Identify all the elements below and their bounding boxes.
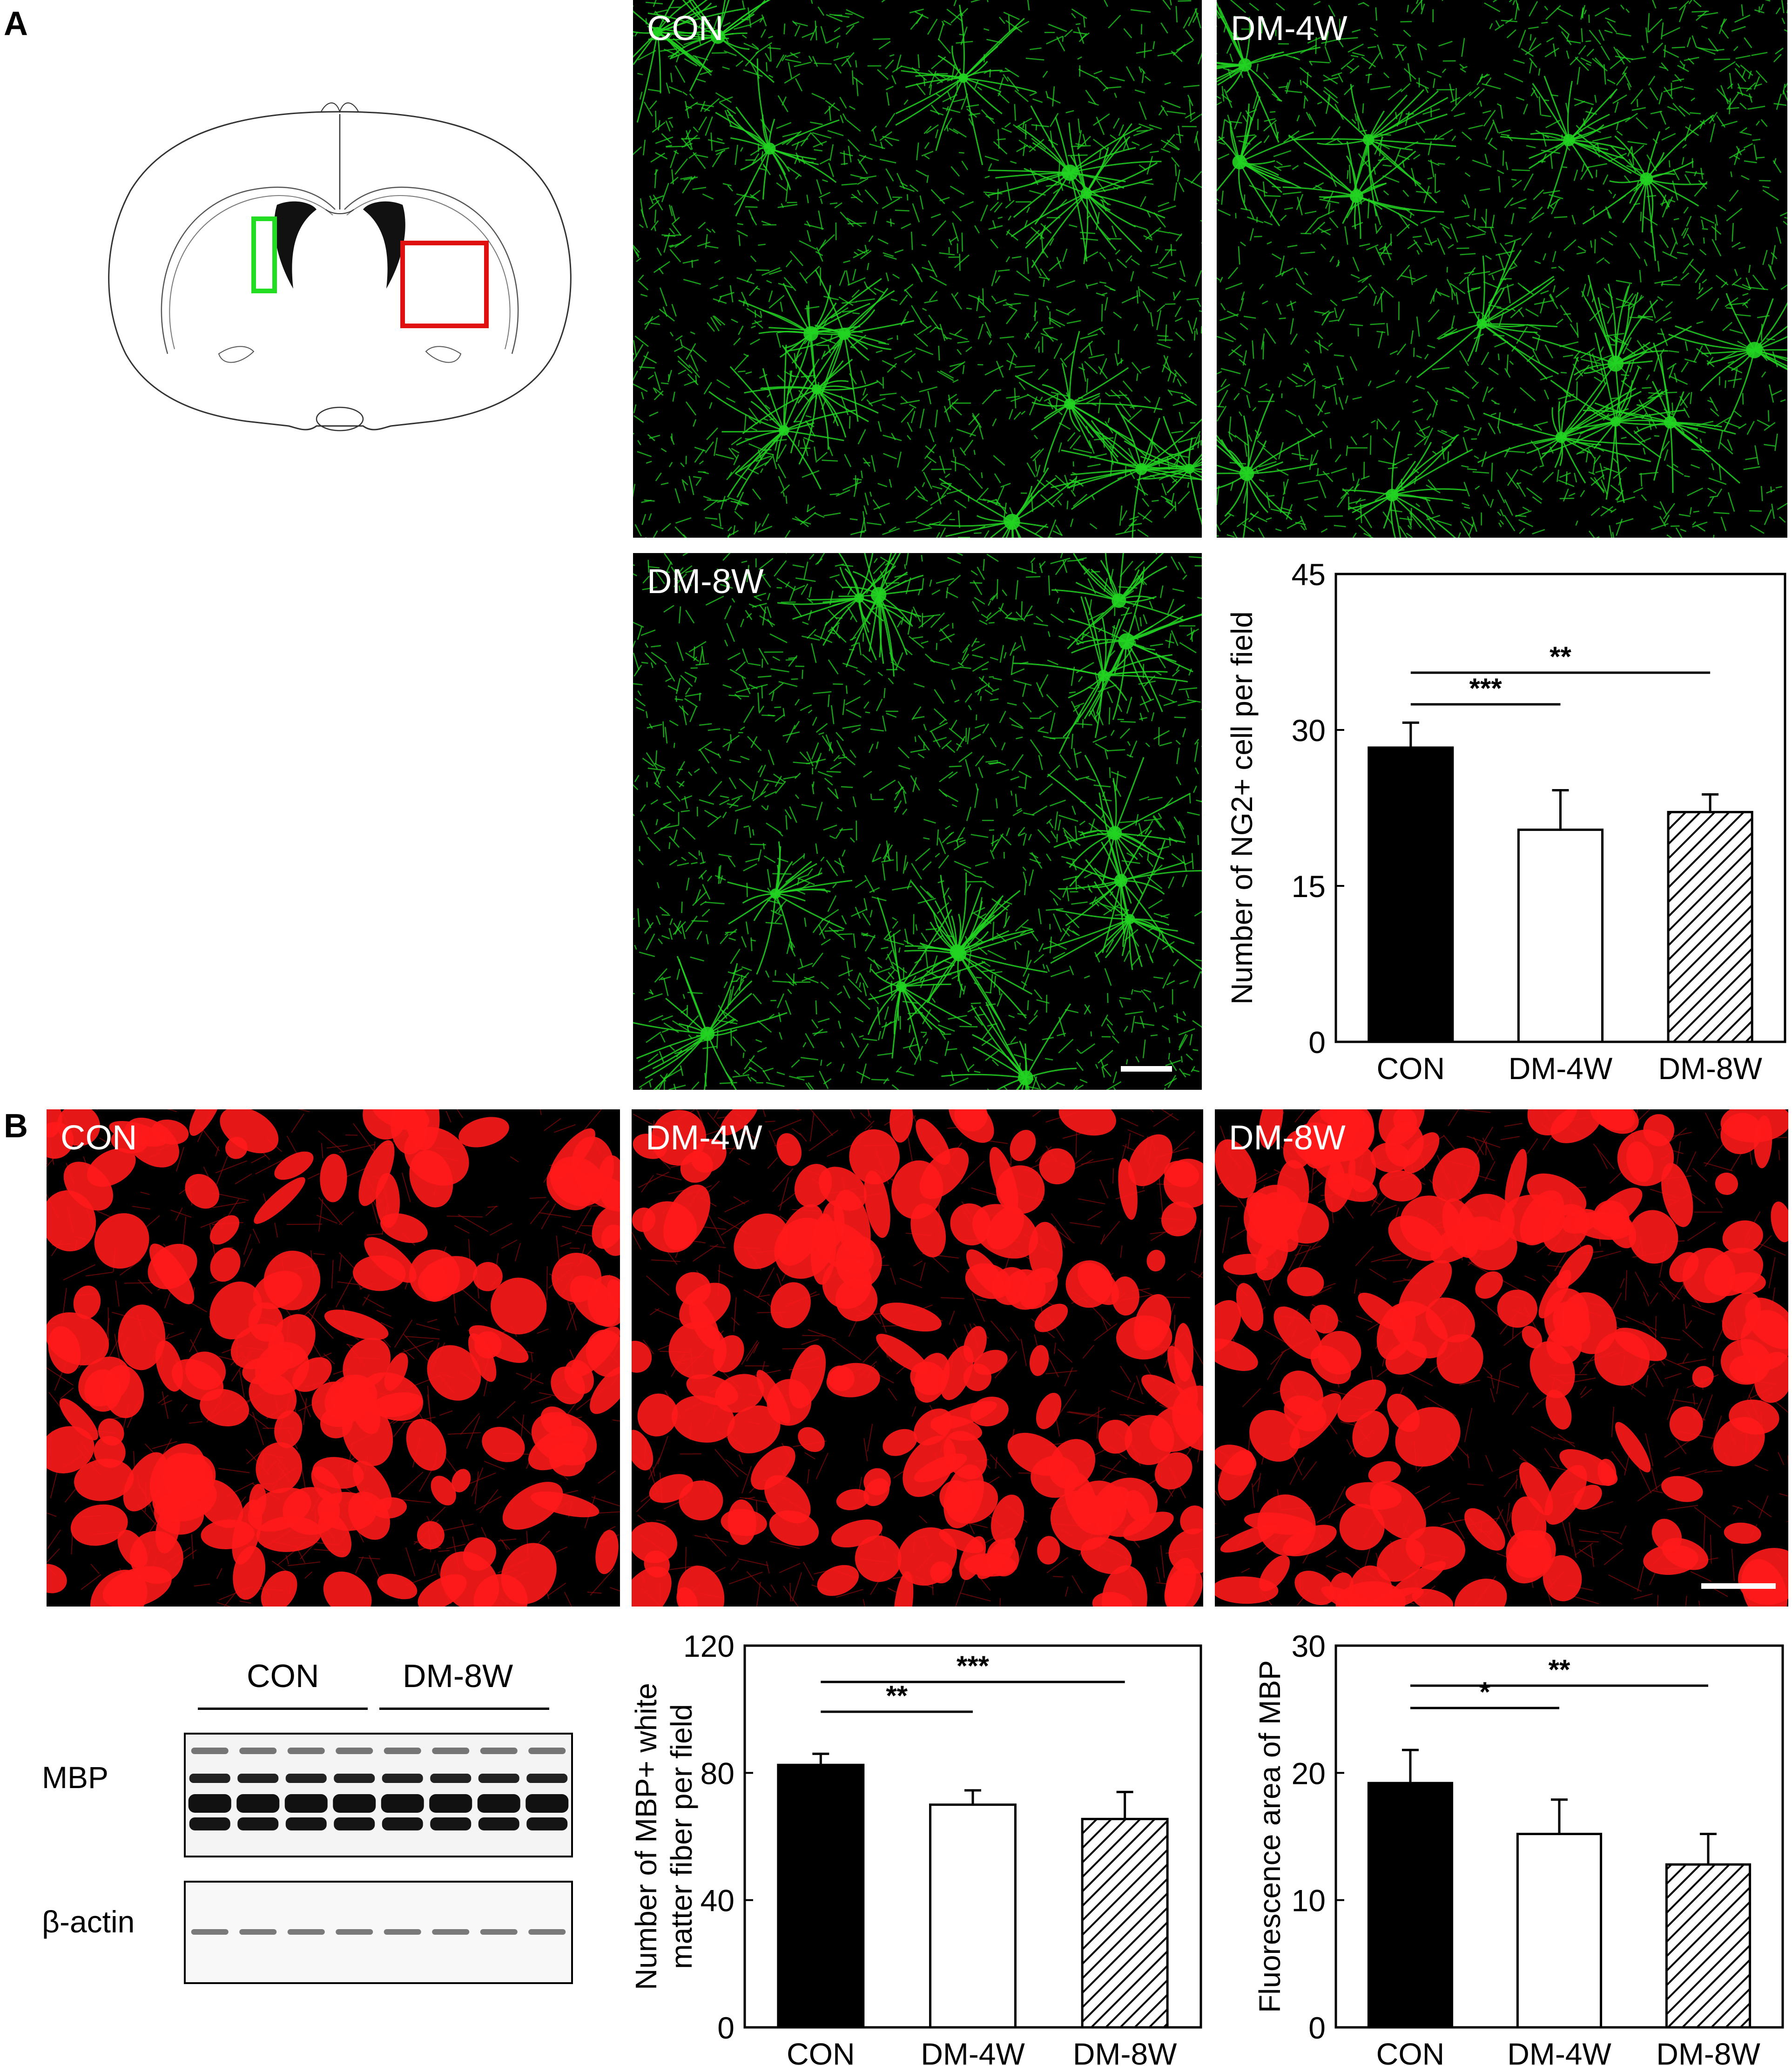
mbp-fiber-bar-chart: 0 40 80 120 CON DM-4W DM-8W ** *** Number of MBP+… (628, 1620, 1210, 2066)
x-tick-label: CON (787, 2037, 855, 2066)
y-tick-label: 10 (1292, 1884, 1326, 1918)
y-tick-label: 0 (1308, 1025, 1326, 1060)
western-blot: CON DM-8W MBP β-actin (28, 1648, 586, 1992)
ng2-bar-chart: 0 15 30 45 CON DM-4W DM-8W *** ** Number of NG2+ … (1219, 553, 1792, 1102)
x-tick-label: DM-8W (1073, 2037, 1177, 2066)
group-line-con (198, 1708, 368, 1710)
mbp-area-bar-chart: 0 10 20 30 CON DM-4W DM-8W * ** Fluorescence area… (1219, 1620, 1792, 2066)
y-tick-label: 30 (1292, 1629, 1326, 1663)
image-label: DM-8W (647, 562, 764, 601)
bar-dm-4w (1516, 1833, 1603, 2029)
image-label: DM-8W (1229, 1118, 1346, 1157)
mbp-blot (184, 1733, 573, 1857)
significance-stars: *** (957, 1650, 990, 1681)
y-tick-label: 0 (717, 2011, 734, 2045)
y-tick-label: 80 (701, 1756, 734, 1790)
significance-stars: ** (886, 1680, 908, 1711)
significance-stars: *** (1469, 673, 1502, 704)
x-tick-label: DM-8W (1658, 1051, 1762, 1086)
blot-row-actin: β-actin (42, 1904, 135, 1939)
x-tick-label: CON (1376, 1051, 1445, 1086)
significance-stars: * (1479, 1676, 1490, 1708)
x-tick-label: DM-4W (1509, 1051, 1613, 1086)
panel-b-letter: B (4, 1107, 28, 1145)
y-axis-label: Number of MBP+ white (629, 1683, 663, 1990)
blot-row-mbp: MBP (42, 1760, 109, 1795)
bar-dm-4w (929, 1803, 1017, 2029)
blot-group-con: CON (247, 1658, 319, 1694)
y-axis-label: Fluorescence area of MBP (1253, 1660, 1287, 2013)
ng2-image-con: CON (633, 0, 1202, 538)
y-tick-label: 30 (1292, 713, 1326, 748)
bar-dm-8w (1667, 810, 1753, 1043)
x-tick-label: DM-4W (921, 2037, 1025, 2066)
panel-a-letter: A (4, 5, 28, 42)
brain-schematic (93, 93, 586, 447)
actin-blot (184, 1881, 573, 1984)
bar-con (1368, 746, 1454, 1043)
y-tick-label: 120 (683, 1629, 734, 1663)
blot-group-dm8w: DM-8W (403, 1658, 513, 1694)
bar-dm-8w (1081, 1817, 1169, 2029)
x-tick-label: CON (1376, 2037, 1445, 2066)
ng2-image-dm4w: DM-4W (1217, 0, 1787, 538)
x-tick-label: DM-4W (1507, 2037, 1611, 2066)
green-roi-box (251, 216, 277, 293)
group-line-dm8w (379, 1708, 549, 1710)
significance-stars: ** (1549, 1654, 1570, 1685)
y-tick-label: 40 (701, 1884, 734, 1918)
red-roi-box (400, 241, 489, 328)
y-tick-label: 0 (1308, 2011, 1326, 2045)
bar-con (1367, 1782, 1454, 2029)
image-label: DM-4W (646, 1118, 762, 1157)
y-tick-label: 20 (1292, 1756, 1326, 1790)
bar-con (777, 1763, 865, 2029)
bar-dm-8w (1665, 1863, 1752, 2029)
image-label: DM-4W (1231, 9, 1347, 47)
image-label: CON (61, 1118, 137, 1157)
y-axis-label: Number of NG2+ cell per field (1225, 611, 1259, 1005)
significance-stars: ** (1549, 641, 1571, 672)
y-axis-label: matter fiber per field (665, 1704, 698, 1969)
mbp-image-con: CON (47, 1109, 620, 1607)
image-label: CON (647, 9, 724, 47)
mbp-image-dm4w: DM-4W (632, 1109, 1203, 1607)
bar-dm-4w (1517, 828, 1604, 1043)
y-tick-label: 15 (1292, 869, 1326, 904)
ng2-image-dm8w: DM-8W (633, 553, 1202, 1090)
scale-bar (1121, 1066, 1172, 1072)
x-tick-label: DM-8W (1656, 2037, 1760, 2066)
y-tick-label: 45 (1292, 557, 1326, 592)
scale-bar (1701, 1583, 1776, 1589)
mbp-image-dm8w: DM-8W (1215, 1109, 1788, 1607)
